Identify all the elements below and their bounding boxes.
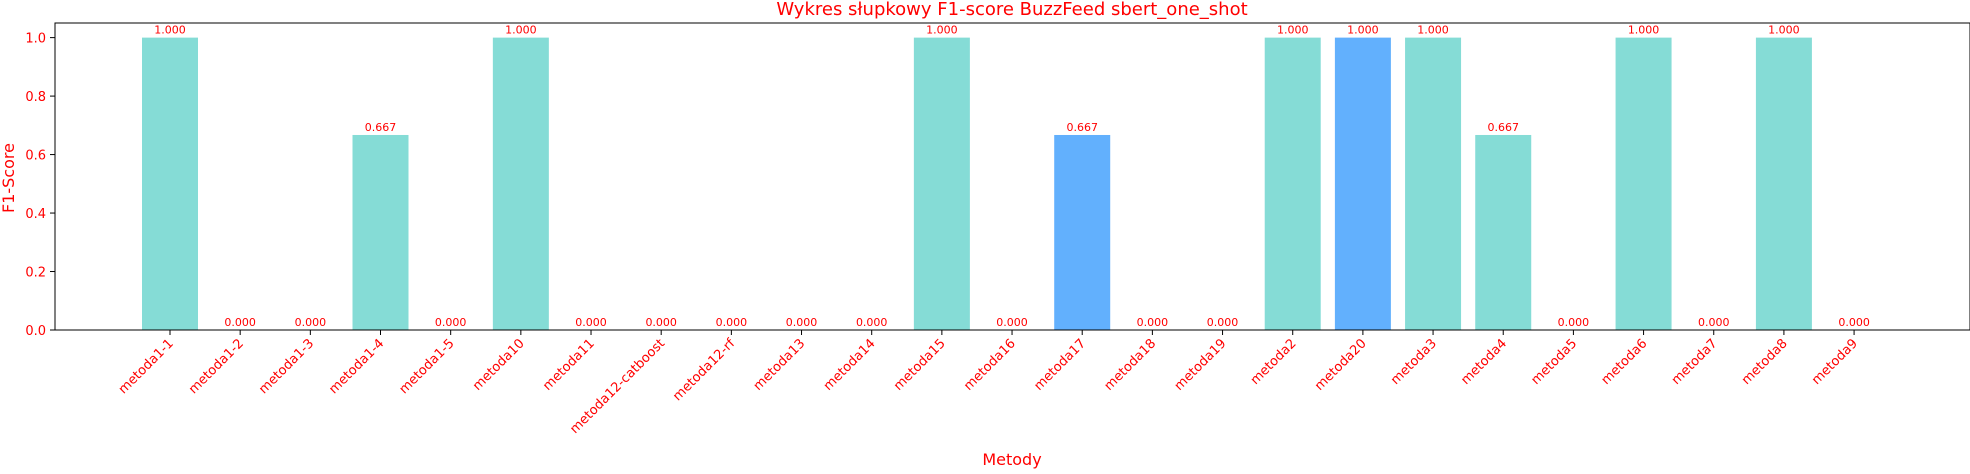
bar-metoda2: [1264, 37, 1321, 330]
value-label-metoda16: 0.000: [996, 316, 1028, 329]
chart-title: Wykres słupkowy F1-score BuzzFeed sbert_…: [776, 0, 1247, 20]
value-label-metoda12-rf: 0.000: [716, 316, 748, 329]
x-tick-label-metoda5: metoda5: [1528, 336, 1580, 388]
x-tick-label-metoda1-1: metoda1-1: [116, 336, 177, 397]
bar-metoda1-1: [142, 37, 198, 330]
value-label-metoda1-3: 0.000: [295, 316, 327, 329]
x-tick-label-metoda17: metoda17: [1031, 336, 1089, 394]
value-label-metoda7: 0.000: [1698, 316, 1730, 329]
value-label-metoda2: 1.000: [1277, 24, 1309, 37]
bar-metoda8: [1755, 37, 1812, 330]
x-tick-label-metoda13: metoda13: [751, 336, 809, 394]
value-labels-group: 1.000 0.000 0.000 0.667 0.000 1.000 0.000 0.000…: [154, 24, 1870, 329]
value-label-metoda13: 0.000: [786, 316, 818, 329]
value-label-metoda1-4: 0.667: [365, 121, 397, 134]
x-tick-label-metoda6: metoda6: [1599, 336, 1651, 388]
x-tick-label-metoda8: metoda8: [1739, 336, 1791, 388]
value-label-metoda4: 0.667: [1487, 121, 1519, 134]
bar-metoda6: [1615, 37, 1672, 330]
x-tick-label-metoda15: metoda15: [891, 336, 949, 394]
x-tick-label-metoda7: metoda7: [1669, 336, 1721, 388]
x-tick-label-metoda2: metoda2: [1248, 336, 1300, 388]
y-tick-label: 0.6: [25, 149, 46, 164]
y-tick-label: 1.0: [25, 32, 46, 47]
bar-metoda20: [1334, 37, 1391, 330]
bar-metoda4: [1475, 134, 1532, 330]
bar-metoda10: [492, 37, 549, 330]
y-axis-label: F1-Score: [0, 143, 18, 213]
y-tick-label: 0.4: [25, 207, 46, 222]
value-label-metoda14: 0.000: [856, 316, 888, 329]
value-label-metoda6: 1.000: [1628, 24, 1660, 37]
x-axis-ticks: metoda1-1 metoda1-2 metoda1-3 metoda1-4 meto…: [116, 330, 1861, 437]
x-tick-label-metoda19: metoda19: [1172, 336, 1230, 394]
x-tick-label-metoda18: metoda18: [1102, 336, 1160, 394]
bar-metoda15: [913, 37, 970, 330]
value-label-metoda8: 1.000: [1768, 24, 1800, 37]
value-label-metoda11: 0.000: [575, 316, 607, 329]
x-tick-label-metoda1-2: metoda1-2: [186, 336, 247, 397]
bar-metoda17: [1054, 134, 1111, 330]
x-tick-label-metoda12-rf: metoda12-rf: [670, 336, 738, 404]
x-tick-label-metoda9: metoda9: [1809, 336, 1861, 388]
value-label-metoda1-1: 1.000: [154, 24, 186, 37]
value-label-metoda10: 1.000: [505, 24, 537, 37]
x-tick-label-metoda20: metoda20: [1312, 336, 1370, 394]
x-axis-label: Metody: [982, 450, 1041, 469]
bar-metoda3: [1405, 37, 1462, 330]
value-label-metoda1-5: 0.000: [435, 316, 467, 329]
bars-group: [142, 37, 1812, 330]
y-tick-label: 0.0: [25, 324, 46, 339]
x-tick-label-metoda1-4: metoda1-4: [326, 336, 387, 397]
x-tick-label-metoda3: metoda3: [1388, 336, 1440, 388]
value-label-metoda9: 0.000: [1838, 316, 1870, 329]
bar-metoda1-4: [352, 134, 409, 330]
x-tick-label-metoda1-5: metoda1-5: [397, 336, 458, 397]
value-label-metoda15: 1.000: [926, 24, 958, 37]
value-label-metoda19: 0.000: [1207, 316, 1239, 329]
x-tick-label-metoda11: metoda11: [540, 336, 598, 394]
y-axis-ticks: 0.0 0.2 0.4 0.6 0.8 1.0: [25, 32, 55, 339]
x-tick-label-metoda16: metoda16: [961, 336, 1019, 394]
value-label-metoda5: 0.000: [1558, 316, 1590, 329]
plot-area-frame: [54, 22, 1970, 331]
y-tick-label: 0.2: [25, 266, 46, 281]
x-tick-label-metoda14: metoda14: [821, 336, 879, 394]
value-label-metoda20: 1.000: [1347, 24, 1379, 37]
x-tick-label-metoda1-3: metoda1-3: [256, 336, 317, 397]
y-tick-label: 0.8: [25, 90, 46, 105]
value-label-metoda12-catboost: 0.000: [645, 316, 677, 329]
value-label-metoda18: 0.000: [1137, 316, 1169, 329]
value-label-metoda17: 0.667: [1066, 121, 1098, 134]
x-tick-label-metoda4: metoda4: [1458, 336, 1510, 388]
x-tick-label-metoda10: metoda10: [470, 336, 528, 394]
value-label-metoda1-2: 0.000: [224, 316, 256, 329]
value-label-metoda3: 1.000: [1417, 24, 1449, 37]
